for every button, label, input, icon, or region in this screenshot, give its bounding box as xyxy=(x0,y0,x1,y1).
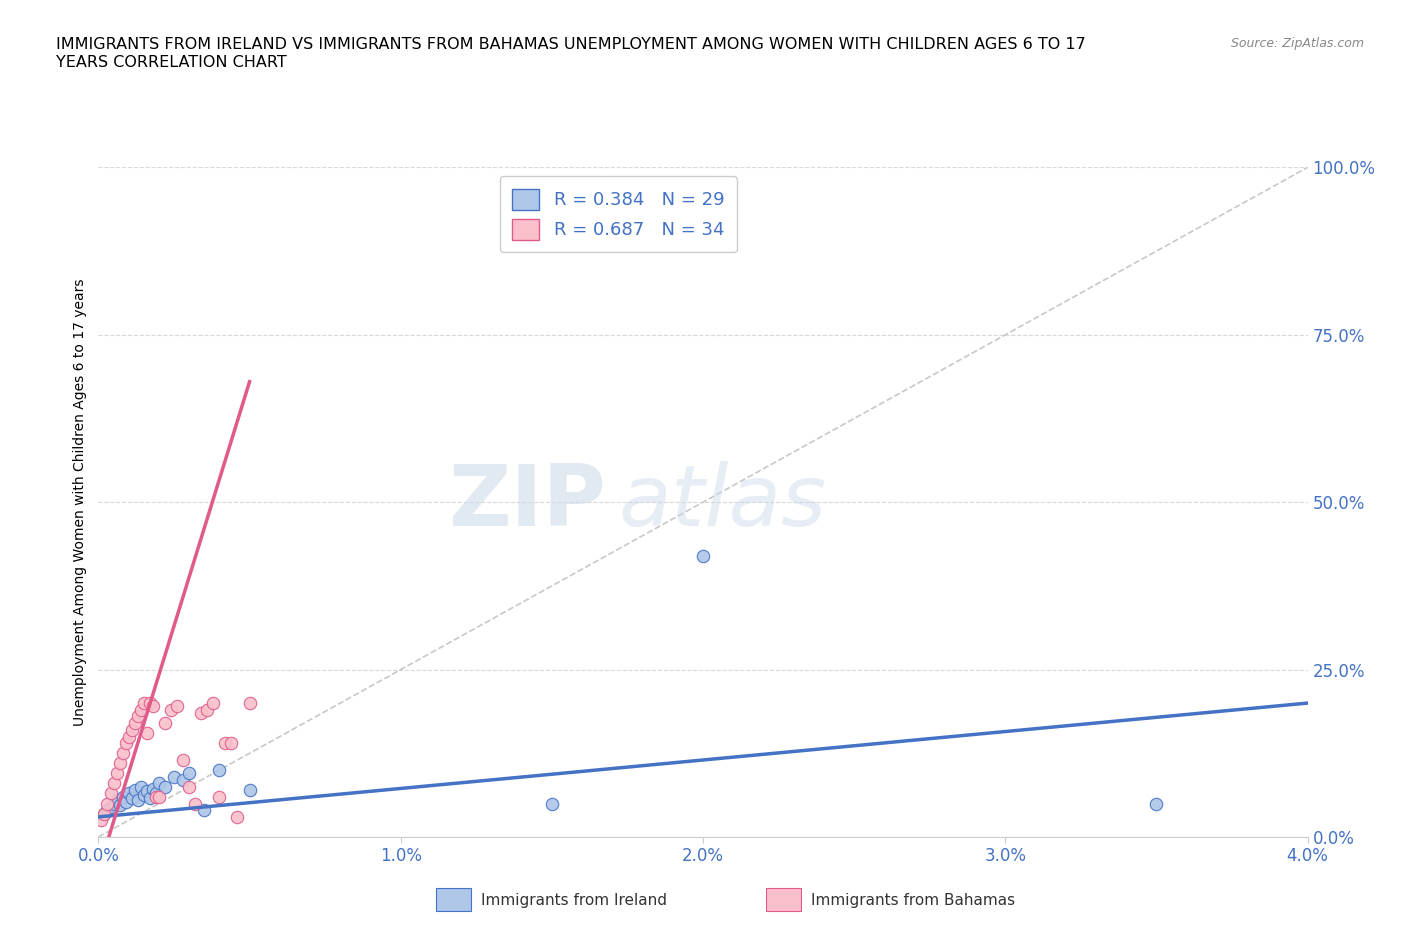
Point xyxy=(172,773,194,788)
Point xyxy=(179,766,201,781)
Point xyxy=(239,696,262,711)
Point xyxy=(139,790,162,805)
Point xyxy=(135,784,157,799)
Text: atlas: atlas xyxy=(619,460,827,544)
Point xyxy=(111,790,134,804)
Point xyxy=(103,796,125,811)
Point xyxy=(129,702,152,717)
Point xyxy=(108,797,131,812)
Point xyxy=(135,725,157,740)
Point xyxy=(124,783,146,798)
Point xyxy=(96,796,118,811)
Point xyxy=(193,803,215,817)
Point xyxy=(118,786,141,801)
Point xyxy=(90,813,112,828)
Text: Immigrants from Ireland: Immigrants from Ireland xyxy=(481,893,666,908)
Point xyxy=(124,716,146,731)
Point xyxy=(93,806,115,821)
Point xyxy=(692,549,714,564)
Point xyxy=(160,702,183,717)
Text: Immigrants from Bahamas: Immigrants from Bahamas xyxy=(811,893,1015,908)
Point xyxy=(139,696,162,711)
Point xyxy=(148,776,170,790)
Point xyxy=(179,779,201,794)
Point xyxy=(239,783,262,798)
Point xyxy=(118,729,141,744)
Point xyxy=(145,790,167,804)
Point xyxy=(163,769,186,784)
Point xyxy=(132,696,155,711)
Point xyxy=(190,706,212,721)
Point xyxy=(100,800,122,815)
Point xyxy=(202,696,225,711)
Point xyxy=(114,795,136,810)
Point xyxy=(1144,796,1167,811)
Point xyxy=(221,736,243,751)
Point xyxy=(166,699,188,714)
Point xyxy=(100,786,122,801)
Point xyxy=(172,752,194,767)
Point xyxy=(142,781,165,796)
Point xyxy=(208,790,231,804)
Text: Source: ZipAtlas.com: Source: ZipAtlas.com xyxy=(1230,37,1364,50)
Point xyxy=(114,736,136,751)
Point xyxy=(105,792,128,807)
Point xyxy=(226,809,249,824)
Point xyxy=(121,790,143,805)
Text: ZIP: ZIP xyxy=(449,460,606,544)
Point xyxy=(96,803,118,817)
Point xyxy=(127,709,149,724)
Point xyxy=(108,756,131,771)
Legend: R = 0.384   N = 29, R = 0.687   N = 34: R = 0.384 N = 29, R = 0.687 N = 34 xyxy=(499,177,737,252)
Point xyxy=(153,779,176,794)
Point xyxy=(132,788,155,803)
Point xyxy=(208,763,231,777)
Point xyxy=(145,786,167,801)
Y-axis label: Unemployment Among Women with Children Ages 6 to 17 years: Unemployment Among Women with Children A… xyxy=(73,278,87,726)
Point xyxy=(105,766,128,781)
Point xyxy=(540,796,562,811)
Point xyxy=(214,736,236,751)
Point xyxy=(142,699,165,714)
Point xyxy=(103,776,125,790)
Point xyxy=(127,792,149,807)
Point xyxy=(93,806,115,821)
Point xyxy=(153,716,176,731)
Point xyxy=(148,790,170,804)
Text: IMMIGRANTS FROM IRELAND VS IMMIGRANTS FROM BAHAMAS UNEMPLOYMENT AMONG WOMEN WITH: IMMIGRANTS FROM IRELAND VS IMMIGRANTS FR… xyxy=(56,37,1085,70)
Point xyxy=(195,702,218,717)
Point xyxy=(121,723,143,737)
Point xyxy=(129,779,152,794)
Point xyxy=(111,746,134,761)
Point xyxy=(184,796,207,811)
